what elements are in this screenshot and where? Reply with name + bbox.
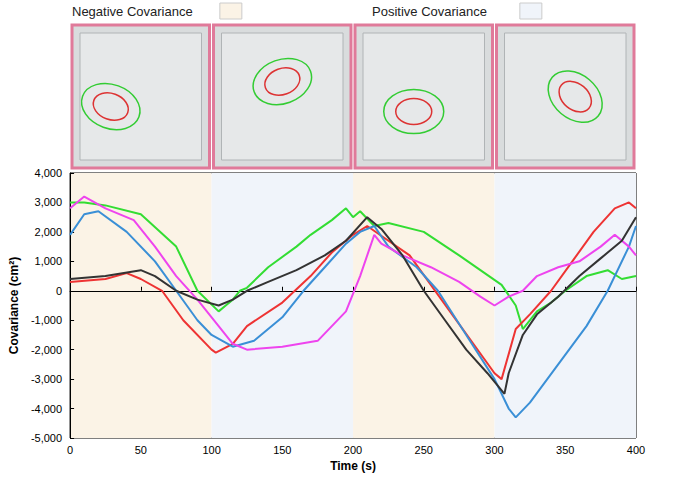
svg-text:Time (s): Time (s): [330, 459, 376, 473]
svg-text:100: 100: [202, 444, 220, 456]
svg-text:-4,000: -4,000: [31, 403, 62, 415]
svg-text:Negative Covariance: Negative Covariance: [72, 4, 193, 19]
svg-text:Covariance (cm²): Covariance (cm²): [7, 257, 21, 354]
svg-text:-1,000: -1,000: [31, 314, 62, 326]
svg-text:1,000: 1,000: [35, 255, 63, 267]
svg-text:50: 50: [135, 444, 147, 456]
svg-text:200: 200: [344, 444, 362, 456]
svg-text:0: 0: [67, 444, 73, 456]
svg-text:0: 0: [56, 285, 62, 297]
svg-text:400: 400: [627, 444, 645, 456]
svg-text:150: 150: [273, 444, 291, 456]
svg-text:Positive Covariance: Positive Covariance: [372, 4, 487, 19]
svg-text:-2,000: -2,000: [31, 344, 62, 356]
svg-text:300: 300: [485, 444, 503, 456]
svg-text:-3,000: -3,000: [31, 373, 62, 385]
svg-text:3,000: 3,000: [35, 196, 63, 208]
svg-text:2,000: 2,000: [35, 226, 63, 238]
svg-text:350: 350: [556, 444, 574, 456]
svg-text:250: 250: [415, 444, 433, 456]
svg-text:-5,000: -5,000: [31, 432, 62, 444]
svg-text:4,000: 4,000: [35, 167, 63, 179]
